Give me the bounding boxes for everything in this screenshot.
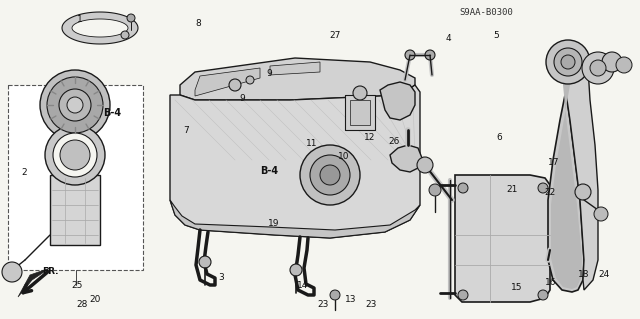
- Polygon shape: [18, 268, 50, 297]
- Text: 1: 1: [77, 15, 83, 24]
- Circle shape: [417, 157, 433, 173]
- Text: 26: 26: [388, 137, 400, 146]
- Polygon shape: [455, 175, 550, 302]
- Text: 4: 4: [445, 34, 451, 43]
- Text: 7: 7: [183, 126, 188, 135]
- Circle shape: [53, 133, 97, 177]
- Circle shape: [45, 125, 105, 185]
- Text: 15: 15: [511, 283, 523, 292]
- Circle shape: [405, 50, 415, 60]
- Text: 5: 5: [493, 31, 499, 40]
- Text: 18: 18: [578, 270, 589, 279]
- Circle shape: [616, 57, 632, 73]
- Polygon shape: [170, 200, 420, 238]
- Bar: [350, 100, 370, 125]
- Text: B-4: B-4: [103, 108, 121, 118]
- Text: 27: 27: [329, 31, 340, 40]
- Bar: [345, 95, 375, 130]
- Circle shape: [310, 155, 350, 195]
- Circle shape: [554, 48, 582, 76]
- Text: 28: 28: [76, 300, 88, 309]
- Polygon shape: [62, 12, 138, 44]
- Text: 22: 22: [545, 189, 556, 197]
- Text: S9AA-B0300: S9AA-B0300: [460, 8, 513, 17]
- Text: 3: 3: [218, 273, 223, 282]
- Circle shape: [429, 184, 441, 196]
- Circle shape: [330, 290, 340, 300]
- Text: 10: 10: [338, 152, 349, 161]
- Polygon shape: [551, 60, 582, 289]
- Circle shape: [575, 184, 591, 200]
- Text: 16: 16: [545, 278, 556, 287]
- Circle shape: [458, 183, 468, 193]
- Text: 11: 11: [306, 139, 317, 148]
- Circle shape: [561, 55, 575, 69]
- Text: 12: 12: [364, 133, 376, 142]
- Circle shape: [582, 52, 614, 84]
- Text: 23: 23: [317, 300, 329, 309]
- Polygon shape: [195, 68, 260, 96]
- Circle shape: [594, 207, 608, 221]
- Circle shape: [40, 70, 110, 140]
- Text: 19: 19: [268, 219, 279, 228]
- Circle shape: [59, 89, 91, 121]
- Text: 25: 25: [72, 281, 83, 290]
- Text: 13: 13: [345, 295, 356, 304]
- Text: 8: 8: [196, 19, 201, 28]
- Circle shape: [229, 79, 241, 91]
- Circle shape: [2, 262, 22, 282]
- Bar: [50, 175, 100, 245]
- Circle shape: [300, 145, 360, 205]
- Text: 21: 21: [506, 185, 518, 194]
- Text: 9: 9: [239, 94, 244, 103]
- Polygon shape: [72, 19, 128, 37]
- Polygon shape: [564, 68, 598, 290]
- Text: B-4: B-4: [260, 166, 278, 176]
- Polygon shape: [170, 85, 420, 238]
- FancyBboxPatch shape: [8, 85, 143, 270]
- Circle shape: [60, 140, 90, 170]
- Circle shape: [290, 264, 302, 276]
- Text: 20: 20: [89, 295, 100, 304]
- Circle shape: [538, 183, 548, 193]
- Circle shape: [602, 52, 622, 72]
- Polygon shape: [270, 62, 320, 75]
- Text: 9: 9: [266, 69, 271, 78]
- Text: 24: 24: [598, 270, 610, 279]
- Polygon shape: [548, 55, 584, 292]
- Circle shape: [546, 40, 590, 84]
- Polygon shape: [380, 82, 415, 120]
- Polygon shape: [180, 58, 415, 100]
- Circle shape: [320, 165, 340, 185]
- Circle shape: [127, 14, 135, 22]
- Text: 6: 6: [497, 133, 502, 142]
- Text: 17: 17: [548, 158, 559, 167]
- Circle shape: [353, 86, 367, 100]
- Circle shape: [199, 256, 211, 268]
- Circle shape: [590, 60, 606, 76]
- Text: FR.: FR.: [42, 268, 58, 277]
- Circle shape: [458, 290, 468, 300]
- Circle shape: [67, 97, 83, 113]
- Circle shape: [246, 76, 254, 84]
- Text: 2: 2: [22, 168, 27, 177]
- Circle shape: [121, 31, 129, 39]
- Text: 23: 23: [365, 300, 377, 309]
- Circle shape: [47, 77, 103, 133]
- Circle shape: [425, 50, 435, 60]
- Text: 14: 14: [297, 281, 308, 290]
- Circle shape: [538, 290, 548, 300]
- Polygon shape: [390, 145, 422, 172]
